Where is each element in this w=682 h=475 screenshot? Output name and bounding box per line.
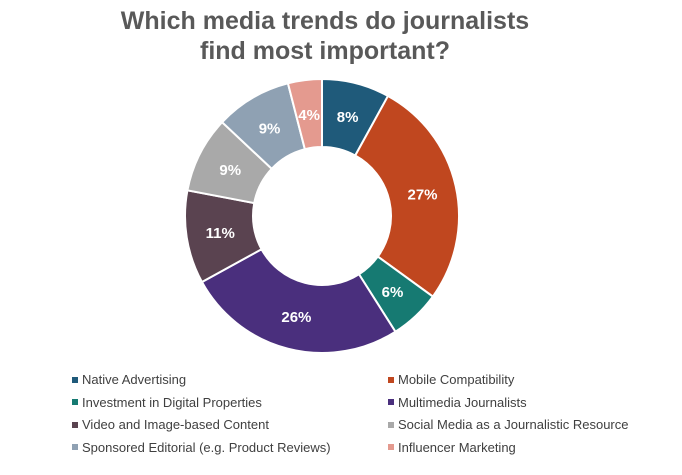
legend-label: Influencer Marketing (398, 439, 516, 455)
legend-swatch (388, 399, 394, 406)
legend-swatch (388, 421, 394, 428)
data-label-4: 26% (281, 309, 311, 326)
data-label-5: 11% (206, 225, 235, 242)
legend-swatch (388, 376, 394, 383)
chart-title: Which media trends do journalists find m… (0, 6, 650, 66)
legend-swatch (72, 421, 78, 428)
legend-label: Video and Image-based Content (82, 417, 269, 432)
data-label-8: 4% (298, 107, 320, 124)
data-label-2: 27% (408, 187, 438, 204)
legend-item-4: Multimedia Journalists (388, 395, 527, 410)
legend-swatch (388, 444, 394, 451)
legend-item-3: Investment in Digital Properties (72, 395, 262, 410)
legend-label: Investment in Digital Properties (82, 394, 262, 410)
legend-label: Multimedia Journalists (398, 394, 527, 410)
data-label-6: 9% (219, 162, 241, 179)
donut-data-labels: 8% 27% 6% 26% 11% 9% 9% 4% (206, 107, 438, 326)
donut-slice-8 (286, 77, 323, 151)
data-label-7: 9% (259, 120, 281, 137)
legend-item-5: Video and Image-based Content (72, 417, 269, 432)
legend-swatch (72, 376, 78, 383)
legend-item-6: Social Media as a Journalistic Resource (388, 417, 629, 432)
legend-swatch (72, 444, 78, 451)
chart-title-line-2: find most important? (200, 37, 450, 65)
chart-title-line-1: Which media trends do journalists (120, 7, 530, 35)
legend-item-1: Native Advertising (72, 372, 186, 387)
data-label-3: 6% (382, 284, 404, 301)
donut-slice-2 (353, 94, 460, 298)
legend-label: Sponsored Editorial (e.g. Product Review… (82, 439, 331, 455)
donut-slice-4 (200, 247, 397, 354)
legend-item-8: Influencer Marketing (388, 440, 516, 455)
legend-label: Mobile Compatibility (398, 372, 515, 387)
legend-item-2: Mobile Compatibility (388, 372, 514, 387)
legend-label: Social Media as a Journalistic Resource (398, 417, 629, 432)
data-label-1: 8% (337, 109, 359, 126)
donut-slices (184, 77, 460, 354)
legend-swatch (72, 399, 78, 406)
legend-item-7: Sponsored Editorial (e.g. Product Review… (72, 440, 331, 455)
legend-label: Native Advertising (82, 372, 187, 387)
